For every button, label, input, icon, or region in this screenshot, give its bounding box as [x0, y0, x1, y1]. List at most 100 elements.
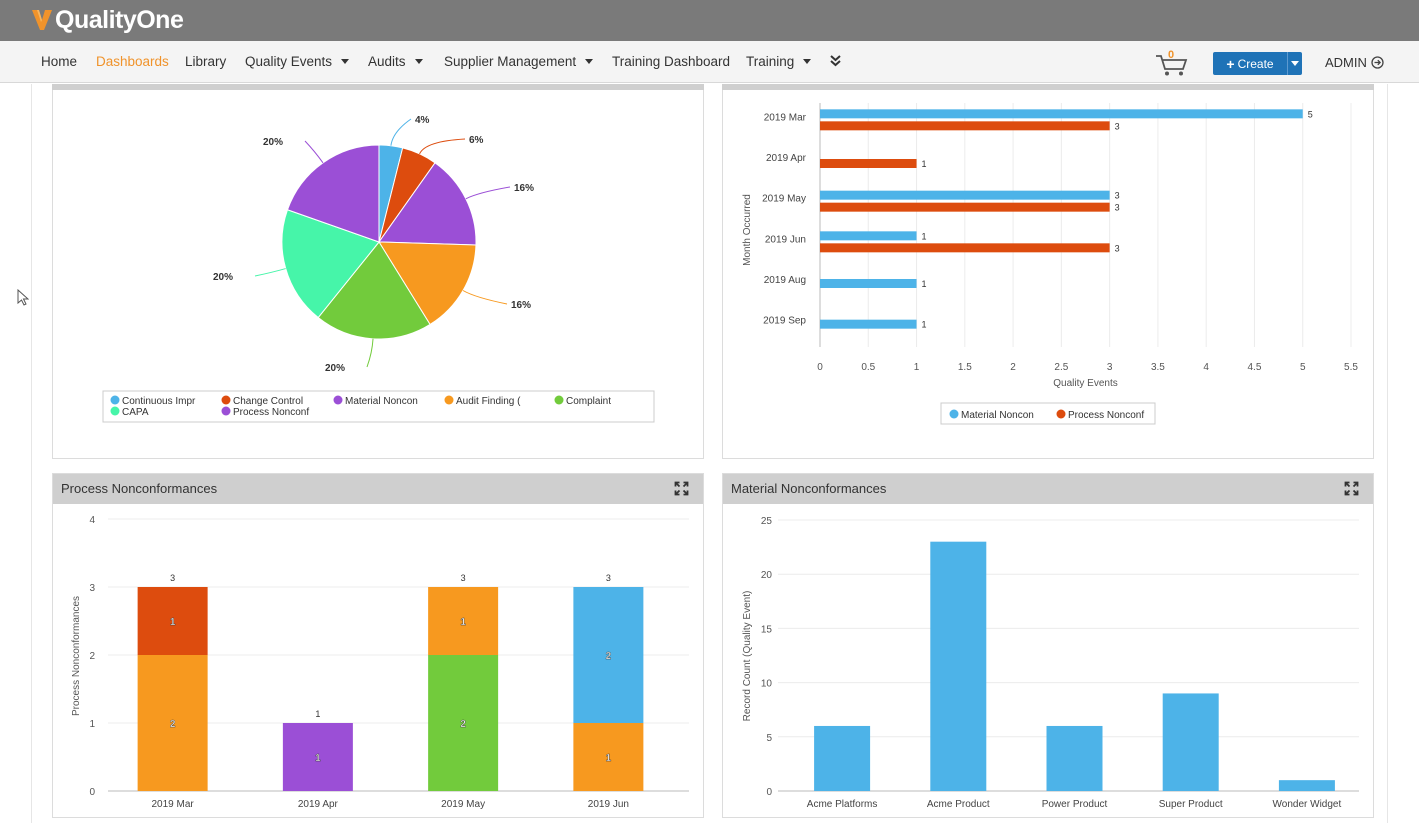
nav-dashboards[interactable]: Dashboards [96, 54, 169, 69]
bar-process-nonconf [820, 121, 1110, 131]
nav-home[interactable]: Home [41, 54, 77, 69]
user-name: ADMIN [1325, 55, 1367, 70]
x-tick-label: Acme Product [927, 799, 990, 810]
nav-quality-events[interactable]: Quality Events [245, 54, 350, 69]
legend-marker-material-noncon [949, 409, 959, 419]
pie-label-connector [390, 118, 412, 146]
pie-slice-complaint [317, 241, 431, 340]
pie-data-label: 16% [514, 183, 534, 194]
y-axis-title: Record Count (Quality Event) [742, 591, 753, 722]
cart-count-badge: 0 [1168, 49, 1175, 61]
stack-segment [282, 723, 353, 791]
y-tick-label: 3 [89, 583, 95, 594]
legend-label-process-nonconf: Process Nonconf [1068, 410, 1144, 421]
month-bar-chart-panel: 0 0.5 1 1.5 2 2.5 3 3.5 4 4.5 5 5.5 2019 Mar 5 3 2019 A… [722, 84, 1374, 459]
x-tick-label: 1.5 [958, 362, 972, 373]
expand-icon[interactable] [674, 481, 689, 496]
app-logo[interactable]: QualityOne [32, 4, 184, 36]
x-tick-label: Acme Platforms [807, 799, 878, 810]
bar-process-nonconf [820, 202, 1110, 212]
create-button[interactable]: + Create [1213, 52, 1287, 75]
x-tick-label: 2019 Apr [298, 799, 339, 810]
pie-slice-capa [281, 209, 380, 319]
y-tick-label: 2019 May [762, 194, 806, 205]
bar-material-noncon [820, 109, 1303, 119]
pie-slice-process-nonconf [286, 144, 380, 243]
create-button-label: Create [1237, 56, 1274, 71]
stack-segment [573, 587, 644, 723]
nav-training-dashboard[interactable]: Training Dashboard [612, 54, 730, 69]
y-tick-label: 2019 Sep [763, 316, 806, 327]
bar-data-label: 1 [922, 231, 927, 241]
pie-label-connector [419, 138, 466, 155]
stack-segment [137, 655, 208, 791]
pie-legend-box [102, 390, 655, 423]
y-tick-label: 0 [89, 787, 95, 798]
stack-total-label: 3 [170, 573, 175, 583]
x-tick-label: 2019 Jun [588, 799, 629, 810]
bar-data-label: 1 [922, 279, 927, 289]
nav-library[interactable]: Library [185, 54, 226, 69]
stack-segment [428, 587, 499, 655]
bar-wonder-widget [1278, 780, 1335, 791]
bar-power-product [1046, 725, 1103, 791]
x-tick-label: 2019 May [441, 799, 485, 810]
y-tick-label: 0 [766, 787, 772, 798]
bar-process-nonconf [820, 243, 1110, 253]
bar-data-label: 1 [922, 159, 927, 169]
nav-training-label: Training [746, 54, 795, 69]
app-name: QualityOne [55, 5, 184, 34]
x-tick-label: 0.5 [861, 362, 875, 373]
stack-segment [137, 587, 208, 655]
process-nonconformances-panel: Process Nonconformances 0 1 2 3 4 2 1 3 2019 Mar… [52, 473, 704, 818]
expand-icon[interactable] [1344, 481, 1359, 496]
x-tick-label: 0 [817, 362, 823, 373]
cart-icon[interactable] [1155, 49, 1189, 77]
bar-acme-product [930, 541, 987, 791]
segment-data-label: 1 [460, 617, 466, 628]
y-tick-label: 1 [89, 719, 95, 730]
nav-training[interactable]: Training [746, 54, 812, 69]
legend-label-material-noncon: Material Noncon [345, 396, 418, 407]
caret-down-icon [803, 59, 812, 64]
panel-header-strip [722, 84, 1374, 90]
y-tick-label: 2 [89, 651, 95, 662]
nav-audits-label: Audits [368, 54, 406, 69]
segment-data-label: 2 [460, 719, 466, 730]
y-axis-title: Process Nonconformances [71, 596, 82, 716]
pie-label-connector [465, 186, 511, 200]
legend-marker-audit-finding [444, 395, 454, 405]
legend-label-material-noncon: Material Noncon [961, 410, 1034, 421]
pie-data-label: 16% [511, 300, 531, 311]
bar-data-label: 3 [1115, 191, 1120, 201]
nav-supplier-management[interactable]: Supplier Management [444, 54, 594, 69]
process-nonconformances-chart: 0 1 2 3 4 2 1 3 2019 Mar 1 1 2019 Apr 2 1 3 2019 May 1 2 3… [71, 515, 689, 810]
stack-total-label: 1 [315, 709, 320, 719]
create-dropdown-toggle[interactable] [1287, 52, 1302, 75]
nav-audits[interactable]: Audits [368, 54, 423, 69]
bar-data-label: 5 [1308, 109, 1313, 119]
panel-header: Process Nonconformances [53, 474, 703, 504]
stack-segment [573, 723, 644, 791]
x-tick-label: Super Product [1159, 799, 1223, 810]
mouse-cursor-icon [17, 289, 29, 306]
stack-total-label: 3 [461, 573, 466, 583]
legend-label-continuous-impr: Continuous Impr [122, 396, 196, 407]
pie-label-connector [254, 268, 286, 277]
double-chevron-down-icon[interactable] [830, 55, 841, 67]
nav-quality-events-label: Quality Events [245, 54, 333, 69]
y-tick-label: 10 [761, 679, 773, 690]
segment-data-label: 1 [170, 617, 176, 628]
y-tick-label: 15 [761, 624, 773, 635]
legend-label-process-nonconf: Process Nonconf [233, 407, 309, 418]
pie-chart-panel: 4% 6% 16% 16% 20% 20% 20% Continuous Impr Change… [52, 84, 704, 459]
x-tick-label: 2019 Mar [152, 799, 195, 810]
caret-down-icon [414, 59, 423, 64]
x-axis-title: Quality Events [1053, 378, 1117, 389]
legend-marker-capa [110, 406, 120, 416]
user-menu[interactable]: ADMIN [1325, 55, 1384, 70]
x-tick-label: 3 [1107, 362, 1113, 373]
legend-marker-process-nonconf [221, 406, 231, 416]
pie-data-label: 20% [213, 272, 233, 283]
panel-title: Material Nonconformances [731, 481, 887, 496]
